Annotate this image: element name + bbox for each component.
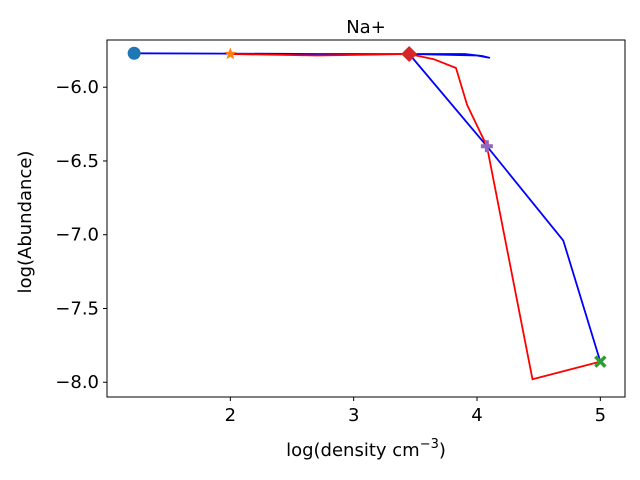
plot-frame bbox=[106, 39, 626, 398]
y-tick-label: −6.0 bbox=[55, 77, 99, 98]
circle-marker bbox=[127, 46, 141, 60]
plus-marker bbox=[480, 140, 493, 153]
x-tick-label: 3 bbox=[348, 405, 359, 426]
y-tick-label: −7.0 bbox=[55, 225, 99, 246]
diamond-marker bbox=[401, 46, 418, 63]
x-axis-title-main: log(density cm bbox=[286, 440, 420, 461]
series-line-1 bbox=[134, 52, 602, 362]
y-tick-label: −8.0 bbox=[55, 372, 99, 393]
x-tick-label: 5 bbox=[595, 405, 606, 426]
plot-markers bbox=[127, 46, 607, 368]
star-marker bbox=[224, 47, 237, 60]
series-line-2 bbox=[230, 53, 601, 381]
y-tick-label: −6.5 bbox=[55, 151, 99, 172]
x-axis-title: log(density cm−3) bbox=[286, 437, 446, 461]
y-axis-title: log(Abundance) bbox=[15, 151, 36, 294]
x-marker bbox=[594, 355, 607, 368]
chart-title: Na+ bbox=[346, 17, 386, 38]
x-axis: 2 3 4 5 bbox=[225, 397, 606, 426]
x-axis-title-sup: −3 bbox=[420, 437, 439, 452]
x-tick-label: 4 bbox=[471, 405, 482, 426]
x-axis-title-end: ) bbox=[439, 440, 446, 461]
plot-lines bbox=[134, 52, 602, 381]
y-tick-label: −7.5 bbox=[55, 298, 99, 319]
x-tick-label: 2 bbox=[225, 405, 236, 426]
y-axis: −6.0 −6.5 −7.0 −7.5 −8.0 bbox=[55, 77, 107, 393]
